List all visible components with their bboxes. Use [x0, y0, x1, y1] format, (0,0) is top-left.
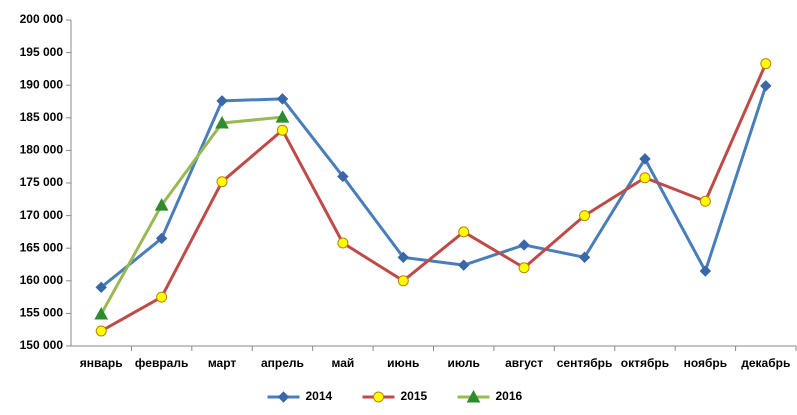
x-tick-label: август [505, 356, 543, 370]
marker [216, 95, 228, 107]
legend-label: 2016 [496, 389, 523, 403]
y-tick-label: 180 000 [20, 143, 64, 157]
marker [458, 259, 470, 271]
marker [466, 389, 481, 403]
marker [275, 110, 290, 123]
marker [579, 210, 591, 222]
marker [216, 176, 228, 188]
x-tick-label: апрель [261, 356, 304, 370]
marker [373, 391, 384, 403]
x-tick-label: январь [80, 356, 123, 370]
marker [699, 265, 712, 277]
y-tick-label: 170 000 [20, 208, 64, 222]
series-line [100, 85, 768, 289]
marker [699, 195, 711, 207]
x-tick-label: июнь [387, 356, 419, 370]
series-line [100, 63, 768, 333]
x-tick-label: май [331, 356, 354, 370]
marker [276, 93, 289, 105]
x-tick-label: сентябрь [557, 356, 613, 370]
y-tick-label: 160 000 [20, 273, 64, 287]
marker [215, 115, 229, 129]
x-tick-label: ноябрь [684, 356, 728, 370]
y-tick-label: 155 000 [20, 306, 64, 320]
marker [155, 232, 168, 245]
marker [639, 172, 651, 184]
y-tick-label: 175 000 [20, 175, 64, 189]
marker [518, 262, 530, 274]
marker [276, 124, 288, 136]
legend-label: 2014 [306, 389, 333, 403]
marker [397, 251, 409, 264]
y-tick-label: 195 000 [20, 45, 64, 59]
marker [337, 170, 349, 183]
x-tick-label: март [208, 356, 237, 370]
marker [94, 307, 109, 320]
x-tick-label: декабрь [741, 356, 790, 370]
marker [154, 198, 169, 211]
y-tick-label: 185 000 [20, 110, 64, 124]
legend-label: 2015 [401, 389, 428, 403]
marker [397, 275, 409, 287]
marker [578, 251, 591, 264]
marker [95, 325, 107, 337]
x-tick-label: февраль [135, 356, 188, 370]
marker [458, 226, 470, 238]
marker [518, 239, 530, 251]
series-line [99, 115, 283, 315]
marker [337, 237, 349, 249]
marker [95, 281, 107, 294]
y-tick-label: 150 000 [20, 338, 64, 352]
x-tick-label: октябрь [621, 356, 669, 370]
y-tick-label: 165 000 [20, 240, 64, 254]
y-tick-label: 190 000 [20, 77, 64, 91]
marker [760, 58, 772, 70]
marker [760, 80, 772, 92]
marker [639, 153, 651, 165]
y-tick-label: 200 000 [20, 12, 64, 26]
x-tick-label: июль [448, 356, 480, 370]
marker [156, 291, 168, 303]
marker [277, 391, 290, 403]
